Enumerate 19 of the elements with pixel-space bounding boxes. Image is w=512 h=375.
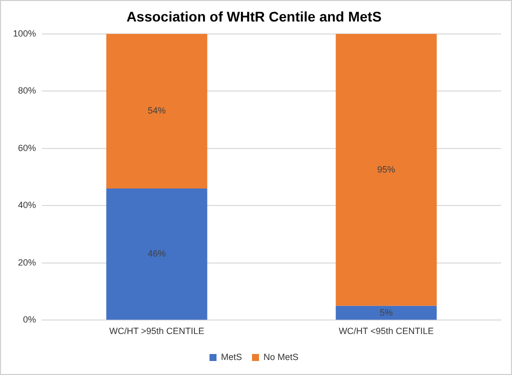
legend-label: MetS [220, 352, 242, 362]
y-tick-label: 40% [18, 200, 36, 210]
chart-title: Association of WHtR Centile and MetS [126, 8, 382, 24]
y-tick-label: 0% [23, 314, 36, 325]
data-label: 95% [377, 164, 396, 174]
y-tick-label: 80% [18, 86, 36, 96]
bar [106, 34, 208, 188]
data-label: 46% [148, 248, 166, 259]
x-tick-label: WC/HT <95th CENTILE [338, 326, 434, 336]
y-tick-label: 100% [12, 28, 36, 38]
y-tick-label: 60% [18, 142, 36, 153]
legend-label: No MetS [263, 352, 299, 362]
y-tick-label: 20% [18, 257, 36, 268]
data-label: 5% [380, 307, 393, 318]
bar [336, 34, 437, 306]
x-tick-label: WC/HT >95th CENTILE [109, 326, 204, 336]
bar [336, 306, 437, 320]
data-label: 54% [148, 106, 166, 116]
bar [106, 188, 208, 320]
